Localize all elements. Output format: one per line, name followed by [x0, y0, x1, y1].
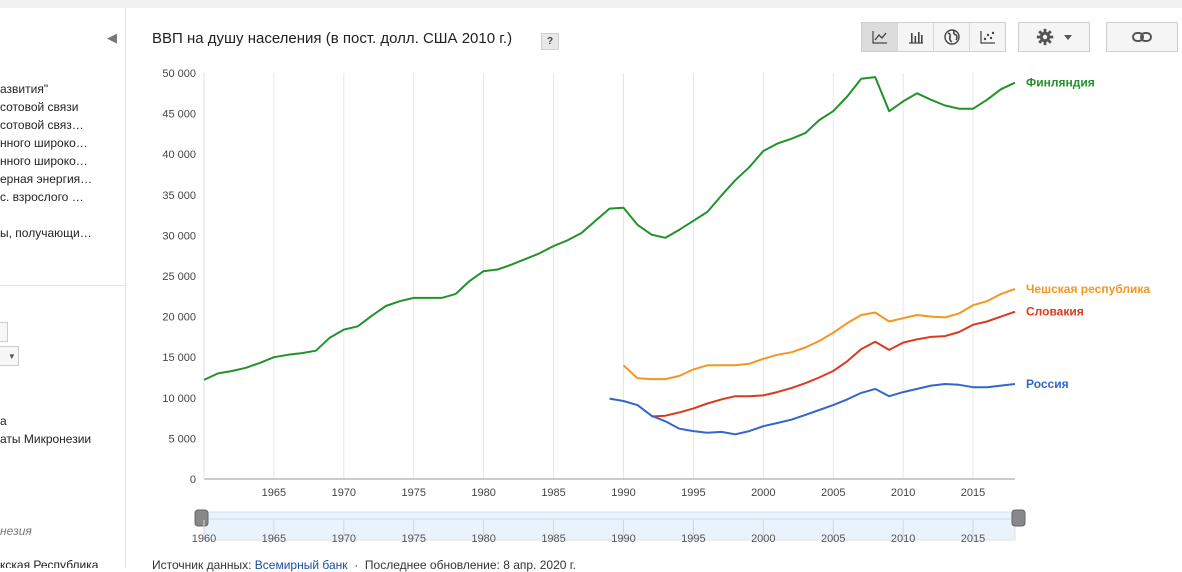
sidebar-item-indicator[interactable]: азвития" [0, 82, 49, 96]
y-tick-label: 45 000 [162, 109, 196, 121]
chevron-down-icon: ▼ [7, 351, 18, 361]
range-label: 2015 [961, 533, 985, 545]
x-tick-label: 2005 [821, 487, 845, 499]
x-tick-label: 2015 [961, 487, 985, 499]
x-tick-label: 1980 [471, 487, 495, 499]
x-tick-label: 2010 [891, 487, 915, 499]
series-line [622, 288, 1016, 381]
sidebar-item-indicator[interactable]: с. взрослого … [0, 190, 84, 204]
gear-icon [1036, 28, 1054, 46]
range-label: 1965 [262, 533, 286, 545]
sidebar-item-country[interactable]: кская Республика [0, 558, 99, 568]
x-tick-label: 1985 [541, 487, 565, 499]
share-link-button[interactable] [1106, 22, 1178, 52]
y-tick-label: 30 000 [162, 230, 196, 242]
sidebar-input[interactable] [0, 322, 8, 342]
series-line [651, 310, 1016, 418]
source-label: Источник данных: [152, 558, 252, 572]
top-strip [0, 0, 1182, 8]
y-tick-label: 10 000 [162, 393, 196, 405]
chart-type-switcher [861, 22, 1006, 52]
sidebar-item-region[interactable]: а [0, 414, 7, 428]
sidebar-item-indicator[interactable]: ерная энергия… [0, 172, 93, 186]
y-tick-label: 25 000 [162, 271, 196, 283]
link-icon [1132, 32, 1152, 42]
x-tick-label: 1990 [611, 487, 635, 499]
legend-label: Словакия [1026, 305, 1084, 319]
range-label: 2000 [751, 533, 775, 545]
help-button[interactable]: ? [541, 33, 559, 50]
bar-chart-button[interactable] [898, 23, 934, 51]
range-handle-right[interactable] [1011, 509, 1026, 527]
bar-chart-icon [908, 32, 923, 44]
x-tick-label: 1970 [332, 487, 356, 499]
range-selector-track [203, 511, 1016, 541]
sidebar-item-indicator[interactable]: нного широко… [0, 136, 88, 150]
source-link[interactable]: Всемирный банк [254, 558, 348, 572]
line-chart-icon [871, 31, 887, 44]
range-label: 1985 [541, 533, 565, 545]
range-label: 1975 [401, 533, 425, 545]
series-line [609, 383, 1016, 436]
series-line [203, 76, 1016, 381]
sidebar-section-label: незия [0, 524, 32, 538]
range-label: 1995 [681, 533, 705, 545]
sidebar-item-region[interactable]: аты Микронезии [0, 432, 92, 446]
range-label: 1990 [611, 533, 635, 545]
sidebar-divider [0, 285, 125, 286]
y-tick-label: 15 000 [162, 352, 196, 364]
page-title: ВВП на душу населения (в пост. долл. США… [152, 30, 513, 47]
y-tick-label: 20 000 [162, 312, 196, 324]
source-note: Источник данных: Всемирный банк · Послед… [152, 558, 577, 572]
range-label: 1980 [471, 533, 495, 545]
y-tick-label: 0 [190, 474, 196, 486]
y-tick-label: 40 000 [162, 149, 196, 161]
legend-label: Россия [1026, 377, 1069, 391]
x-tick-label: 1965 [262, 487, 286, 499]
legend-label: Чешская республика [1026, 282, 1150, 296]
sidebar-item-indicator[interactable]: ы, получающи… [0, 226, 92, 240]
x-tick-label: 2000 [751, 487, 775, 499]
x-tick-label: 1995 [681, 487, 705, 499]
settings-button[interactable] [1018, 22, 1090, 52]
scatter-chart-button[interactable] [970, 23, 1005, 51]
line-chart-button[interactable] [862, 23, 898, 51]
legend-label: Финляндия [1026, 76, 1095, 90]
range-label: 1960 [192, 533, 216, 545]
range-label: 2010 [891, 533, 915, 545]
y-tick-label: 50 000 [162, 68, 196, 80]
range-label: 2005 [821, 533, 845, 545]
y-tick-label: 35 000 [162, 190, 196, 202]
last-updated: Последнее обновление: 8 апр. 2020 г. [364, 558, 577, 572]
globe-icon [943, 29, 960, 45]
sidebar-item-indicator[interactable]: нного широко… [0, 154, 88, 168]
sidebar-dropdown[interactable]: ▼ [0, 346, 19, 366]
y-tick-label: 5 000 [168, 433, 196, 445]
map-view-button[interactable] [934, 23, 970, 51]
scatter-chart-icon [979, 31, 995, 44]
sidebar-item-indicator[interactable]: сотовой связ… [0, 118, 84, 132]
range-handle-left[interactable] [194, 509, 209, 527]
collapse-sidebar-icon[interactable]: ◀ [107, 30, 117, 45]
sidebar: ◀ азвития" сотовой связи сотовой связ… н… [0, 8, 126, 568]
sidebar-item-indicator[interactable]: сотовой связи [0, 100, 79, 114]
range-label: 1970 [332, 533, 356, 545]
chevron-down-icon [1064, 34, 1072, 40]
x-tick-label: 1975 [401, 487, 425, 499]
